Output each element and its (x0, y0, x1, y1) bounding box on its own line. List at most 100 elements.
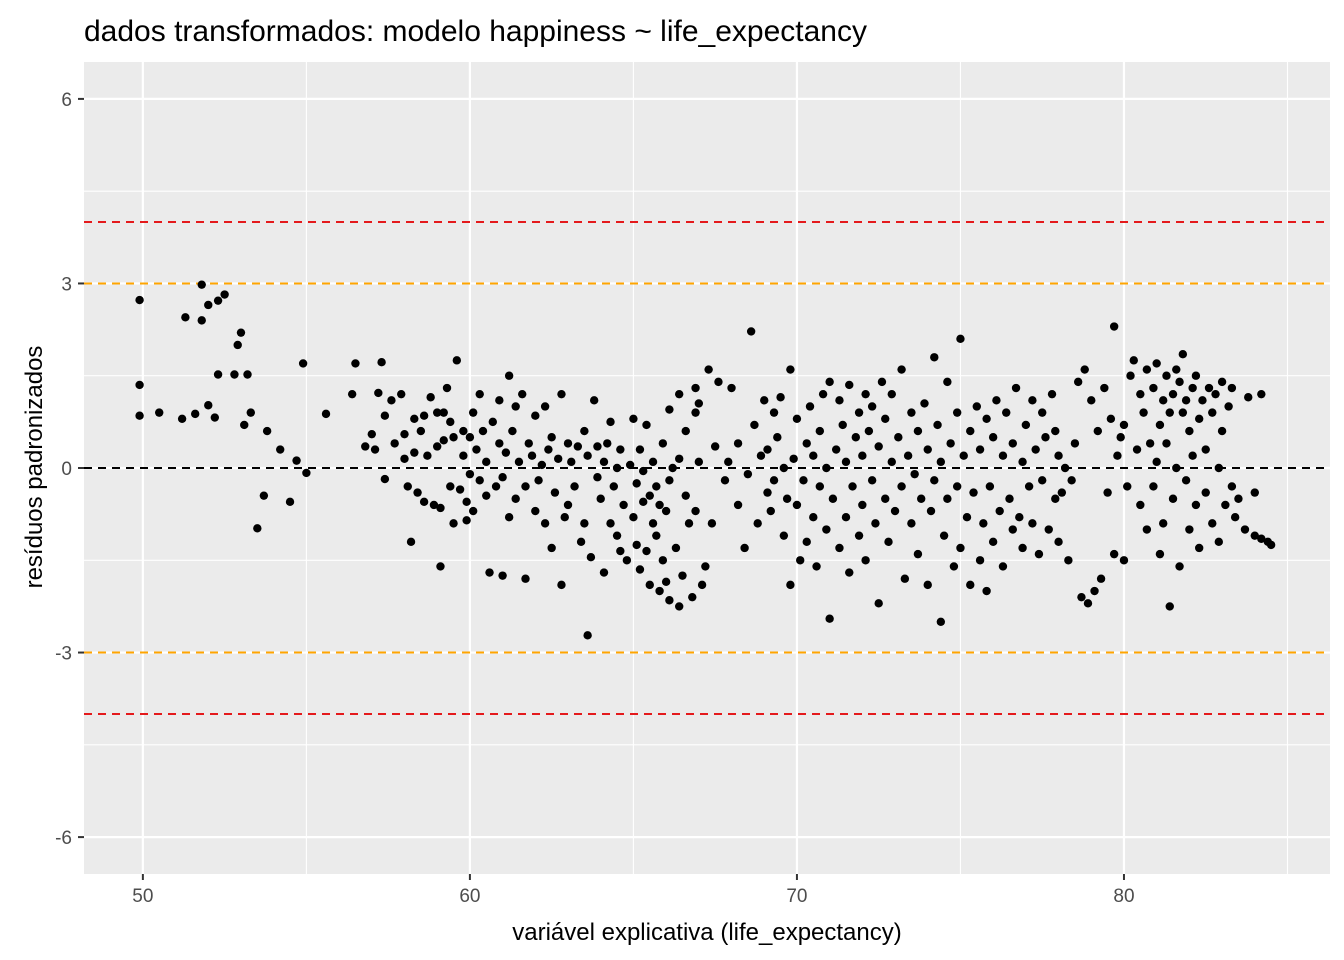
data-point (930, 476, 939, 485)
data-point (403, 482, 412, 491)
data-point (831, 445, 841, 454)
data-point (1204, 383, 1214, 393)
data-point (1054, 451, 1063, 460)
data-point (1038, 408, 1047, 417)
data-point (1028, 396, 1037, 405)
data-point (1015, 513, 1024, 522)
data-point (616, 546, 625, 556)
data-point (691, 506, 700, 516)
data-point (367, 429, 376, 439)
data-point (135, 411, 144, 420)
data-point (894, 433, 903, 442)
data-point (694, 399, 704, 408)
data-point (262, 426, 272, 436)
data-point (491, 482, 501, 491)
data-point (570, 482, 579, 491)
data-point (1109, 549, 1119, 559)
data-point (854, 531, 864, 540)
data-point (867, 476, 877, 485)
data-point (1123, 482, 1132, 491)
data-point (684, 519, 694, 528)
data-point (495, 439, 504, 448)
data-point (913, 426, 923, 436)
data-point (707, 519, 717, 528)
data-point (518, 389, 527, 399)
data-point (599, 568, 609, 577)
data-point (714, 377, 723, 387)
data-point (753, 519, 762, 528)
data-point (1217, 426, 1227, 436)
data-point (531, 506, 540, 516)
data-point (1008, 525, 1017, 534)
data-point (475, 476, 484, 485)
data-point (936, 617, 946, 626)
data-point (468, 506, 478, 516)
data-point (586, 552, 596, 562)
data-point (1002, 408, 1011, 417)
data-point (1005, 494, 1014, 503)
data-point (1064, 556, 1073, 565)
data-point (583, 631, 592, 640)
data-point (544, 445, 553, 454)
data-point (1155, 420, 1165, 430)
data-point (1217, 377, 1227, 387)
data-point (809, 451, 818, 460)
data-point (874, 599, 883, 608)
data-point (429, 500, 439, 510)
data-point (423, 451, 432, 460)
data-point (903, 451, 913, 460)
data-point (521, 574, 530, 583)
data-point (694, 457, 704, 467)
data-point (923, 445, 932, 454)
data-point (1011, 383, 1021, 393)
data-point (612, 531, 622, 540)
data-point (887, 389, 896, 399)
data-point (966, 580, 975, 590)
data-point (769, 476, 779, 485)
data-point (845, 380, 854, 390)
x-tick-label: 60 (459, 886, 480, 907)
data-point (1194, 414, 1204, 423)
data-point (240, 420, 249, 430)
data-point (622, 556, 632, 565)
data-point (485, 568, 494, 577)
data-point (887, 457, 896, 467)
data-point (962, 513, 972, 522)
data-point (612, 463, 622, 473)
data-point (580, 519, 589, 528)
data-point (858, 451, 867, 460)
data-point (635, 445, 645, 454)
data-point (511, 402, 520, 411)
data-point (468, 408, 478, 417)
data-point (1198, 396, 1207, 405)
y-tick-label: -6 (55, 828, 72, 849)
data-point (668, 463, 677, 473)
data-point (639, 466, 648, 476)
data-point (563, 439, 573, 448)
data-point (1185, 525, 1194, 534)
data-point (796, 556, 805, 565)
data-point (907, 408, 916, 417)
data-point (1106, 414, 1116, 423)
data-point (1165, 602, 1174, 611)
data-point (710, 442, 720, 451)
data-point (1083, 599, 1093, 608)
data-point (527, 451, 537, 460)
data-point (1188, 383, 1197, 393)
data-point (380, 474, 390, 484)
data-point (1208, 408, 1217, 417)
y-axis-title: resíduos padronizados (21, 346, 48, 589)
data-point (1116, 433, 1125, 442)
data-point (1168, 389, 1178, 399)
data-point (822, 525, 831, 534)
data-point (1100, 383, 1109, 393)
data-point (1047, 389, 1057, 399)
data-point (1211, 389, 1220, 399)
data-point (917, 494, 926, 503)
data-point (1227, 383, 1237, 393)
data-point (576, 537, 586, 547)
data-point (197, 316, 206, 325)
data-point (190, 409, 200, 419)
data-point (1178, 349, 1188, 359)
